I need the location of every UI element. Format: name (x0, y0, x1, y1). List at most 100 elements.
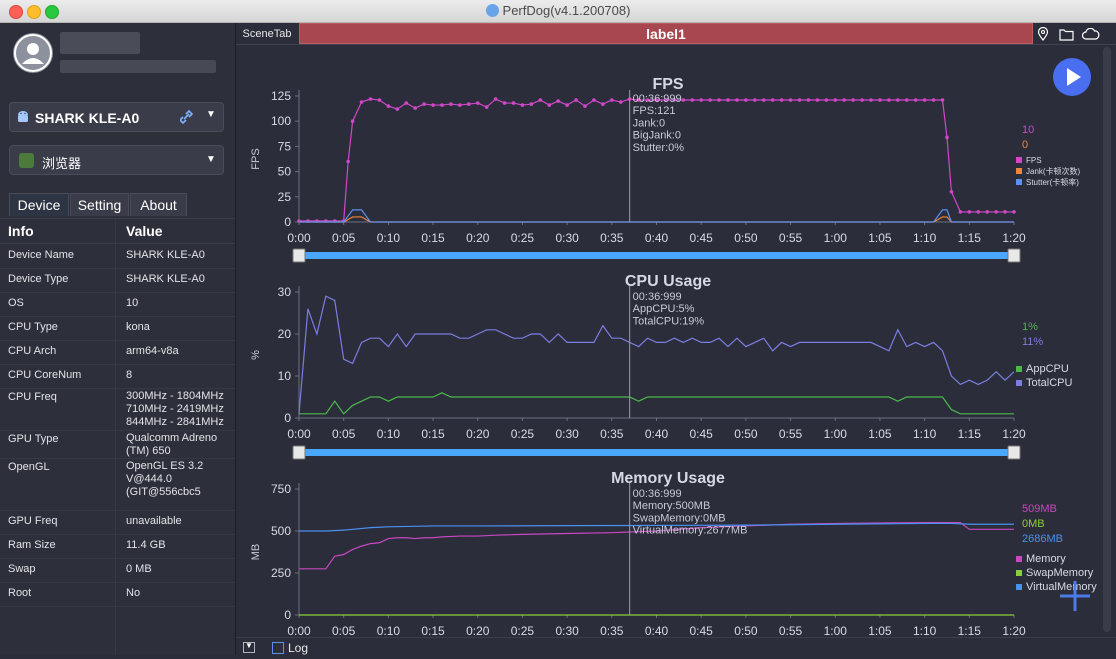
data-point (690, 98, 695, 102)
tab-setting[interactable]: Setting (70, 193, 129, 216)
row-key: Device Type (8, 273, 69, 285)
data-point (404, 101, 409, 105)
x-tick-label: 0:50 (734, 231, 758, 245)
cloud-icon[interactable] (1082, 28, 1100, 40)
vertical-scrollbar[interactable] (1103, 47, 1111, 632)
data-point (1003, 210, 1007, 214)
close-window-button[interactable] (9, 5, 23, 19)
range-slider-track[interactable] (299, 252, 1014, 259)
x-tick-label: 0:20 (466, 624, 490, 638)
y-axis-label: MB (250, 544, 262, 561)
tab-device[interactable]: Device (9, 193, 69, 216)
x-tick-label: 0:55 (779, 231, 803, 245)
row-value: OpenGL ES 3.2 V@444.0 (GIT@556cbc5 (126, 460, 204, 498)
folder-icon[interactable] (1059, 28, 1074, 41)
row-key: Device Name (8, 249, 75, 261)
play-button[interactable] (1053, 58, 1091, 96)
table-row: Device Type SHARK KLE-A0 (0, 268, 235, 293)
minimize-window-button[interactable] (27, 5, 41, 19)
data-point (779, 98, 784, 102)
cursor-readout: FPS:121 (633, 105, 676, 117)
x-tick-label: 0:35 (600, 624, 624, 638)
data-point (761, 98, 766, 102)
x-tick-label: 0:10 (377, 231, 401, 245)
x-tick-label: 0:00 (287, 231, 311, 245)
scene-tab[interactable]: SceneTab (236, 23, 298, 45)
link-icon[interactable] (180, 110, 196, 124)
cursor-readout: SwapMemory:0MB (633, 512, 726, 524)
app-selector[interactable]: 浏览器 ▼ (9, 145, 224, 175)
data-point (386, 104, 391, 108)
row-value: unavailable (126, 515, 182, 527)
x-tick-label: 0:30 (555, 427, 579, 441)
data-point (395, 107, 400, 111)
chart-title: FPS (652, 76, 683, 93)
series-line-1 (299, 522, 1014, 570)
legend-entry: Memory (1026, 553, 1066, 565)
data-point (556, 99, 560, 103)
row-value: 11.4 GB (126, 539, 166, 551)
legend-entry: TotalCPU (1026, 377, 1073, 389)
log-label: Log (288, 641, 309, 655)
legend-swatch (1016, 168, 1022, 174)
data-point (458, 103, 462, 107)
x-tick-label: 0:45 (690, 427, 714, 441)
device-selector[interactable]: SHARK KLE-A0 ▼ (9, 102, 224, 132)
data-point (949, 189, 954, 194)
row-key: CPU Freq (8, 391, 57, 403)
location-pin-icon[interactable] (1036, 27, 1050, 41)
x-tick-label: 0:25 (511, 624, 535, 638)
chart-title: Memory Usage (611, 470, 725, 487)
data-point (574, 98, 578, 102)
log-checkbox[interactable] (272, 642, 284, 654)
data-point (851, 98, 855, 102)
collapse-toggle[interactable]: ▼ (243, 641, 255, 653)
range-slider-left-handle[interactable] (292, 445, 306, 460)
x-tick-label: 1:00 (824, 231, 848, 245)
data-point (815, 98, 820, 102)
legend-swatch (1016, 556, 1022, 562)
current-value: 1% (1022, 321, 1038, 333)
x-tick-label: 1:10 (913, 231, 937, 245)
username-redacted (60, 32, 140, 54)
x-tick-label: 0:20 (466, 427, 490, 441)
data-point (440, 103, 444, 107)
data-point (681, 98, 686, 102)
row-value: arm64-v8a (126, 345, 179, 357)
y-tick-label: 25 (278, 190, 292, 204)
x-tick-label: 0:40 (645, 231, 669, 245)
scene-label-bar[interactable]: label1 (299, 23, 1033, 44)
app-selector-label: 浏览器 (42, 156, 82, 171)
x-tick-label: 1:05 (868, 624, 892, 638)
table-row: Swap 0 MB (0, 558, 235, 583)
x-tick-label: 0:30 (555, 231, 579, 245)
range-slider-right-handle[interactable] (1007, 248, 1021, 263)
range-slider-right-handle[interactable] (1007, 445, 1021, 460)
x-tick-label: 1:00 (824, 624, 848, 638)
main-panel: SceneTab label1 FPS FPS 0 25 50 75 100 125 0:00 0… (236, 23, 1116, 656)
data-point (529, 102, 534, 106)
data-point (896, 98, 900, 102)
data-point (368, 97, 373, 101)
cursor-readout: AppCPU:5% (633, 303, 695, 315)
range-slider-track[interactable] (299, 449, 1014, 456)
data-point (413, 106, 417, 110)
x-tick-label: 0:55 (779, 427, 803, 441)
x-tick-label: 0:50 (734, 624, 758, 638)
zoom-window-button[interactable] (45, 5, 59, 19)
cursor-readout: 00:36:999 (633, 291, 682, 303)
current-value: 2686MB (1022, 533, 1063, 545)
current-value: 509MB (1022, 503, 1057, 515)
app-icon (19, 153, 34, 168)
legend-entry: SwapMemory (1026, 567, 1094, 579)
x-tick-label: 0:55 (779, 624, 803, 638)
add-chart-button[interactable] (1058, 579, 1092, 613)
x-tick-label: 0:05 (332, 624, 356, 638)
x-tick-label: 0:05 (332, 427, 356, 441)
range-slider-left-handle[interactable] (292, 248, 306, 263)
tab-about[interactable]: About (130, 193, 187, 216)
header-info: Info (8, 223, 34, 239)
data-point (797, 98, 802, 102)
y-tick-label: 0 (284, 411, 291, 425)
avatar[interactable] (13, 33, 53, 73)
